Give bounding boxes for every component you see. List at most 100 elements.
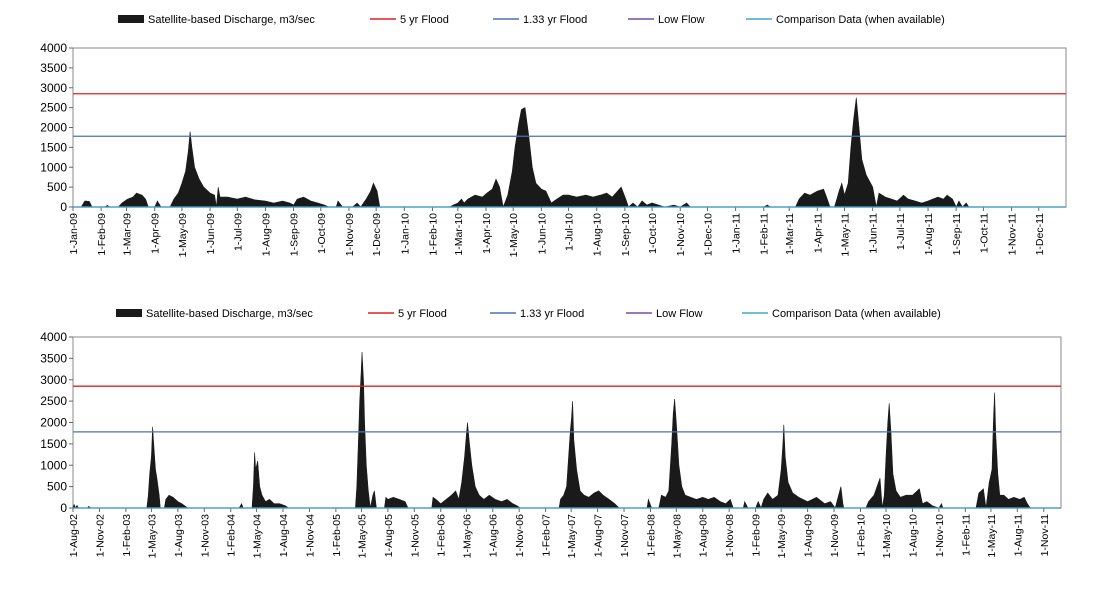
x-tick-label: 1-May-07 — [566, 514, 578, 559]
y-tick-label: 3500 — [40, 351, 67, 365]
x-tick-label: 1-Feb-07 — [541, 514, 553, 557]
x-tick-label: 1-Feb-08 — [645, 514, 657, 557]
y-tick-label: 500 — [47, 480, 67, 494]
x-tick-label: 1-May-05 — [356, 514, 368, 559]
legend: Satellite-based Discharge, m3/sec 5 yr Fl… — [118, 14, 945, 26]
x-tick-label: 1-Nov-10 — [675, 213, 687, 256]
x-tick-label: 1-Sep-11 — [951, 213, 963, 256]
x-tick-label: 1-May-04 — [252, 514, 264, 559]
x-tick-label: 1-Dec-11 — [1034, 213, 1046, 256]
x-tick-label: 1-Jan-09 — [68, 213, 80, 255]
x-tick-label: 1-Nov-08 — [724, 514, 736, 557]
series-area-discharge — [73, 97, 1066, 209]
plot-area — [72, 47, 1067, 208]
y-tick-label: 1000 — [40, 160, 67, 174]
legend-label-flood133: 1.33 yr Flood — [523, 14, 587, 26]
x-tick-label: 1-Jun-10 — [536, 213, 548, 255]
legend-swatch-discharge — [118, 15, 144, 23]
y-axis: 4000 3500 3000 2500 2000 1500 1000 500 0 — [40, 330, 73, 515]
series-area-discharge — [72, 351, 1061, 509]
x-tick-label: 1-Oct-09 — [316, 213, 328, 254]
x-tick-label: 1-May-09 — [776, 514, 788, 559]
y-tick-label: 500 — [47, 180, 67, 194]
x-tick-label: 1-May-08 — [671, 514, 683, 559]
legend-label-lowflow: Low Flow — [656, 308, 703, 320]
y-axis: 4000 3500 3000 2500 2000 1500 1000 500 0 — [40, 41, 73, 214]
x-tick-label: 1-Feb-04 — [226, 514, 238, 557]
x-tick-label: 1-Nov-10 — [934, 514, 946, 557]
legend-label-lowflow: Low Flow — [658, 14, 705, 26]
y-tick-label: 0 — [60, 501, 67, 515]
y-tick-label: 1500 — [40, 140, 67, 154]
x-tick-label: 1-Aug-10 — [592, 213, 604, 256]
x-tick-label: 1-May-09 — [177, 213, 189, 258]
x-tick-label: 1-Sep-09 — [289, 213, 301, 256]
x-tick-label: 1-Oct-11 — [978, 213, 990, 253]
x-tick-label: 1-Oct-10 — [647, 213, 659, 254]
x-tick-label: 1-Aug-08 — [698, 514, 710, 557]
x-tick-label: 1-Aug-09 — [803, 514, 815, 557]
x-tick-label: 1-Nov-05 — [409, 514, 421, 557]
legend-label-comparison: Comparison Data (when available) — [776, 14, 945, 26]
x-tick-label: 1-Jun-09 — [205, 213, 217, 255]
legend-label-discharge: Satellite-based Discharge, m3/sec — [148, 14, 315, 26]
x-tick-label: 1-Aug-03 — [173, 514, 185, 557]
x-tick-label: 1-Mar-10 — [453, 213, 465, 256]
y-tick-label: 3000 — [40, 81, 67, 95]
x-tick-label: 1-Nov-11 — [1039, 514, 1051, 557]
x-tick-label: 1-Mar-11 — [784, 213, 796, 255]
x-tick-label: 1-Aug-11 — [1012, 514, 1024, 557]
x-tick-label: 1-May-10 — [881, 514, 893, 559]
x-tick-label: 1-Apr-11 — [812, 213, 824, 253]
x-tick-label: 1-Feb-05 — [331, 514, 343, 557]
x-tick-label: 1-May-06 — [461, 514, 473, 559]
x-tick-label: 1-Apr-09 — [150, 213, 162, 254]
y-tick-label: 2000 — [40, 121, 67, 135]
x-tick-label: 1-May-11 — [986, 514, 998, 558]
x-tick-label: 1-Dec-09 — [371, 213, 383, 256]
x-tick-label: 1-Nov-03 — [199, 514, 211, 557]
legend-label-comparison: Comparison Data (when available) — [772, 308, 941, 320]
x-tick-label: 1-Feb-11 — [759, 213, 771, 255]
x-tick-label: 1-Jun-11 — [868, 213, 880, 254]
x-tick-label: 1-Aug-02 — [68, 514, 80, 557]
x-tick-label: 1-Jul-11 — [895, 213, 907, 250]
chart-2: Satellite-based Discharge, m3/sec 5 yr Fl… — [40, 308, 1062, 558]
x-tick-label: 1-Mar-09 — [122, 213, 134, 256]
x-axis: 1-Aug-02 1-Nov-02 1-Feb-03 1-May-03 1-Aug-03… — [68, 508, 1051, 558]
x-tick-label: 1-Nov-09 — [344, 213, 356, 256]
x-tick-label: 1-Nov-04 — [304, 514, 316, 557]
x-tick-label: 1-Jul-09 — [232, 213, 244, 251]
y-tick-label: 4000 — [40, 41, 67, 55]
x-tick-label: 1-Feb-06 — [436, 514, 448, 557]
x-tick-label: 1-May-10 — [508, 213, 520, 258]
y-tick-label: 1000 — [40, 458, 67, 472]
x-tick-label: 1-Nov-02 — [94, 514, 106, 557]
x-tick-label: 1-Aug-05 — [383, 514, 395, 557]
x-tick-label: 1-Feb-10 — [855, 514, 867, 557]
x-tick-label: 1-Jan-10 — [399, 213, 411, 255]
legend-swatch-discharge — [116, 309, 142, 317]
y-tick-label: 0 — [60, 200, 67, 214]
legend-label-flood5: 5 yr Flood — [400, 14, 449, 26]
legend-label-discharge: Satellite-based Discharge, m3/sec — [146, 308, 313, 320]
x-tick-label: 1-Feb-09 — [751, 514, 763, 557]
x-tick-label: 1-Nov-11 — [1007, 213, 1019, 256]
legend-label-flood5: 5 yr Flood — [398, 308, 447, 320]
x-tick-label: 1-Nov-06 — [514, 514, 526, 557]
x-tick-label: 1-Aug-04 — [278, 514, 290, 557]
x-tick-label: 1-Aug-07 — [593, 514, 605, 557]
x-axis: 1-Jan-09 1-Feb-09 1-Mar-09 1-Apr-09 1-May-09… — [68, 207, 1046, 257]
x-tick-label: 1-Aug-09 — [260, 213, 272, 256]
y-tick-label: 2500 — [40, 101, 67, 115]
x-tick-label: 1-Sep-10 — [620, 213, 632, 256]
x-tick-label: 1-Dec-10 — [702, 213, 714, 256]
x-tick-label: 1-Nov-09 — [829, 514, 841, 557]
x-tick-label: 1-Feb-03 — [121, 514, 133, 557]
x-tick-label: 1-Aug-10 — [907, 514, 919, 557]
x-tick-label: 1-May-11 — [840, 213, 852, 257]
x-tick-label: 1-Aug-06 — [488, 514, 500, 557]
x-tick-label: 1-May-03 — [146, 514, 158, 559]
